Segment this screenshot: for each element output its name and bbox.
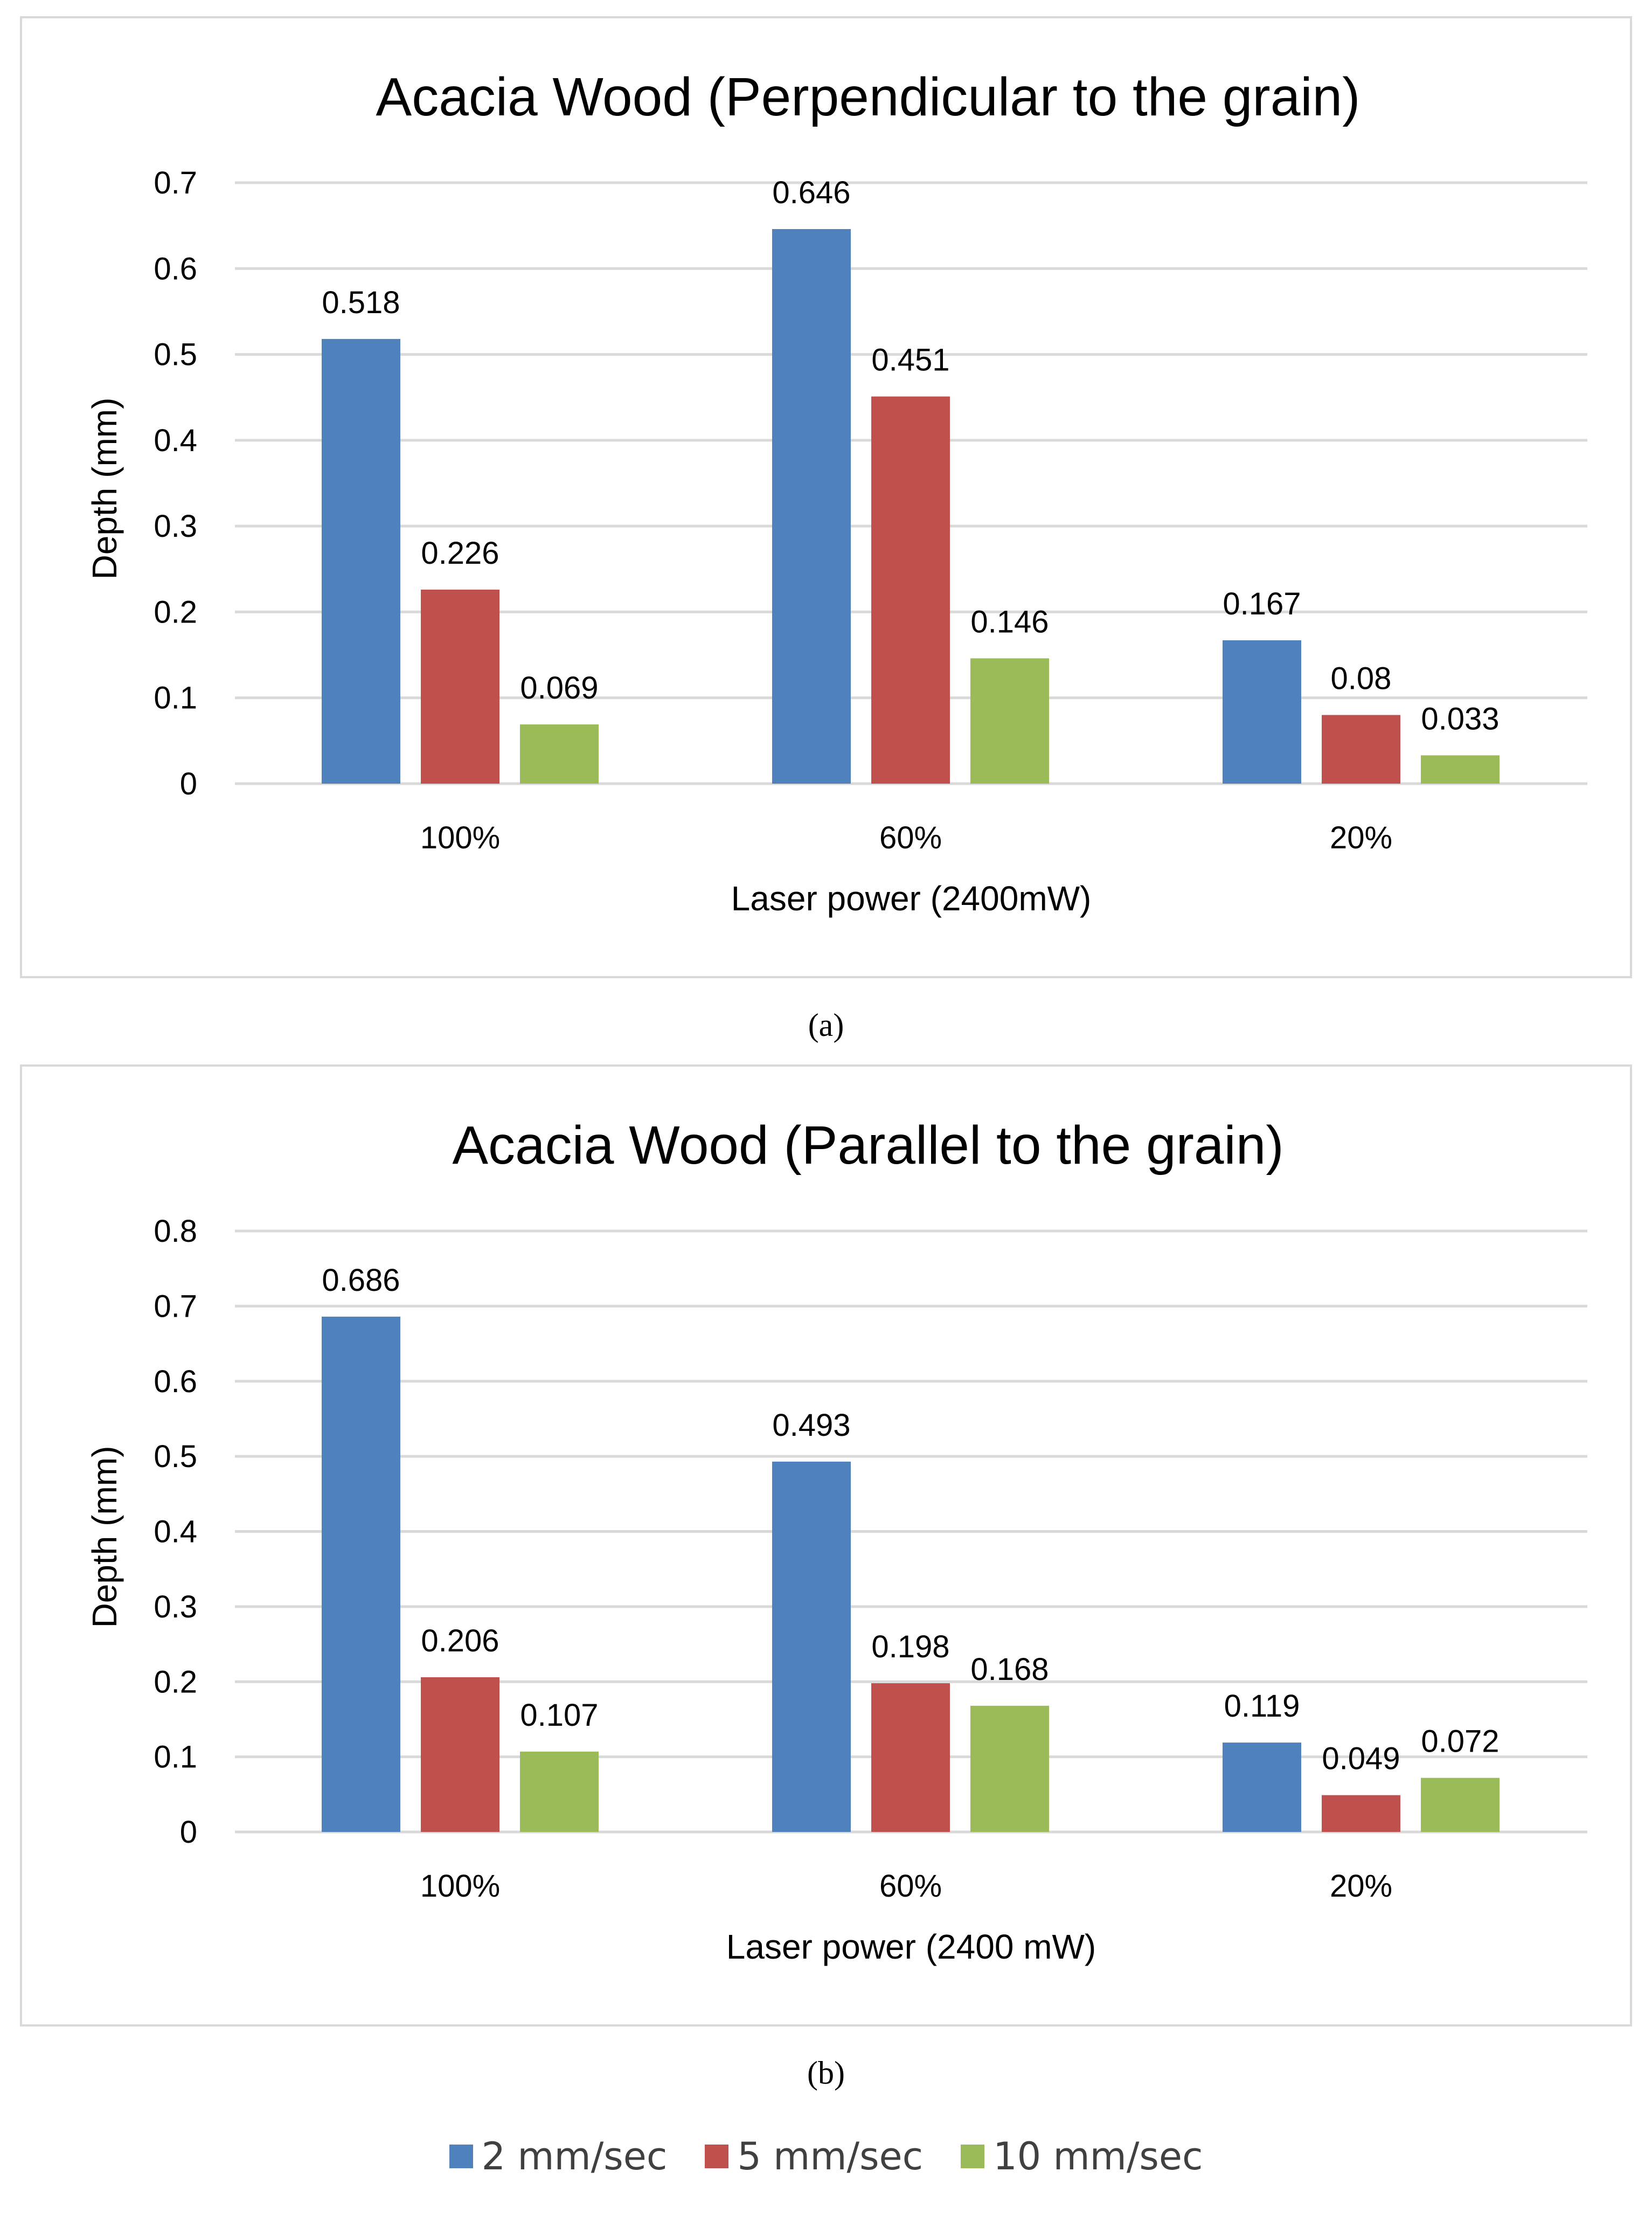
bar — [970, 658, 1049, 784]
legend-item-10mm: 10 mm/sec — [961, 2134, 1203, 2179]
chart-panel-parallel: Acacia Wood (Parallel to the grain) 0 0.1 0… — [20, 1064, 1632, 2027]
data-label: 0.686 — [322, 1263, 400, 1298]
caption-b: (b) — [807, 2055, 845, 2091]
y-tick-label: 0.6 — [154, 1364, 197, 1399]
x-tick-label: 60% — [879, 820, 942, 855]
bar — [871, 396, 950, 784]
bar — [1322, 1795, 1400, 1832]
y-tick-label: 0.3 — [154, 509, 197, 544]
y-tick-label: 0.3 — [154, 1589, 197, 1624]
bar-chart-perpendicular: Acacia Wood (Perpendicular to the grain)… — [85, 67, 1587, 918]
legend-swatch-2mm — [449, 2145, 473, 2168]
bar — [1421, 1778, 1500, 1832]
legend-item-5mm: 5 mm/sec — [705, 2134, 923, 2179]
y-tick-label: 0.7 — [154, 165, 197, 200]
data-label: 0.518 — [322, 285, 400, 320]
y-tick-label: 0.5 — [154, 1439, 197, 1474]
y-tick-label: 0 — [180, 1815, 197, 1850]
bar — [871, 1683, 950, 1832]
y-tick-label: 0.5 — [154, 337, 197, 372]
data-label: 0.069 — [520, 670, 598, 706]
y-tick-label: 0.2 — [154, 1664, 197, 1699]
x-tick-label: 100% — [420, 820, 500, 855]
data-label: 0.167 — [1223, 586, 1301, 621]
y-tick-label: 0 — [180, 766, 197, 801]
bar — [1223, 1742, 1301, 1832]
x-tick-label: 20% — [1330, 1869, 1392, 1904]
data-label: 0.107 — [520, 1698, 598, 1733]
y-tick-label: 0.4 — [154, 423, 197, 458]
data-label: 0.226 — [421, 536, 499, 571]
caption-a: (a) — [808, 1007, 844, 1043]
legend-label-2mm: 2 mm/sec — [481, 2134, 668, 2179]
data-label: 0.033 — [1421, 701, 1499, 736]
bar — [772, 1461, 851, 1832]
bar — [1322, 715, 1400, 784]
y-tick-label: 0.7 — [154, 1289, 197, 1324]
y-tick-label: 0.6 — [154, 251, 197, 286]
data-label: 0.493 — [772, 1408, 850, 1443]
bar — [1223, 640, 1301, 784]
legend-label-10mm: 10 mm/sec — [993, 2134, 1203, 2179]
bar — [970, 1705, 1049, 1832]
data-label: 0.198 — [871, 1629, 949, 1664]
y-tick-label: 0.1 — [154, 681, 197, 716]
x-tick-label: 20% — [1330, 820, 1392, 855]
data-label: 0.146 — [970, 604, 1049, 639]
bar-chart-parallel: Acacia Wood (Parallel to the grain)00.10… — [85, 1115, 1587, 1966]
data-label: 0.646 — [772, 175, 850, 210]
bar — [1421, 755, 1500, 784]
legend-swatch-5mm — [705, 2145, 729, 2168]
data-label: 0.08 — [1331, 661, 1392, 696]
data-label: 0.119 — [1224, 1689, 1300, 1724]
data-label: 0.168 — [970, 1652, 1049, 1687]
y-axis-label: Depth (mm) — [85, 1446, 124, 1628]
data-label: 0.451 — [871, 343, 949, 378]
y-tick-label: 0.8 — [154, 1214, 197, 1249]
y-tick-label: 0.1 — [154, 1740, 197, 1775]
legend-swatch-10mm — [961, 2145, 985, 2168]
chart-title: Acacia Wood (Parallel to the grain) — [452, 1115, 1283, 1175]
x-tick-label: 60% — [879, 1869, 942, 1904]
chart-legend: 2 mm/sec 5 mm/sec 10 mm/sec — [0, 2134, 1652, 2179]
bar — [520, 724, 599, 784]
bar — [322, 338, 400, 784]
data-label: 0.049 — [1322, 1741, 1400, 1776]
data-label: 0.072 — [1421, 1724, 1499, 1759]
x-tick-label: 100% — [420, 1869, 500, 1904]
bar — [421, 590, 499, 784]
bar — [520, 1751, 599, 1832]
bar — [421, 1677, 499, 1832]
bar — [322, 1316, 400, 1832]
chart-panel-perpendicular: Acacia Wood (Perpendicular to the grain)… — [20, 16, 1632, 978]
y-axis-label: Depth (mm) — [85, 398, 124, 580]
bar — [772, 229, 851, 784]
chart-title: Acacia Wood (Perpendicular to the grain) — [376, 67, 1361, 127]
x-axis-label: Laser power (2400mW) — [731, 879, 1092, 918]
x-axis-label: Laser power (2400 mW) — [726, 1927, 1096, 1966]
legend-label-5mm: 5 mm/sec — [737, 2134, 924, 2179]
y-tick-label: 0.4 — [154, 1514, 197, 1550]
y-tick-label: 0.2 — [154, 594, 197, 630]
legend-item-2mm: 2 mm/sec — [449, 2134, 668, 2179]
data-label: 0.206 — [421, 1623, 499, 1658]
